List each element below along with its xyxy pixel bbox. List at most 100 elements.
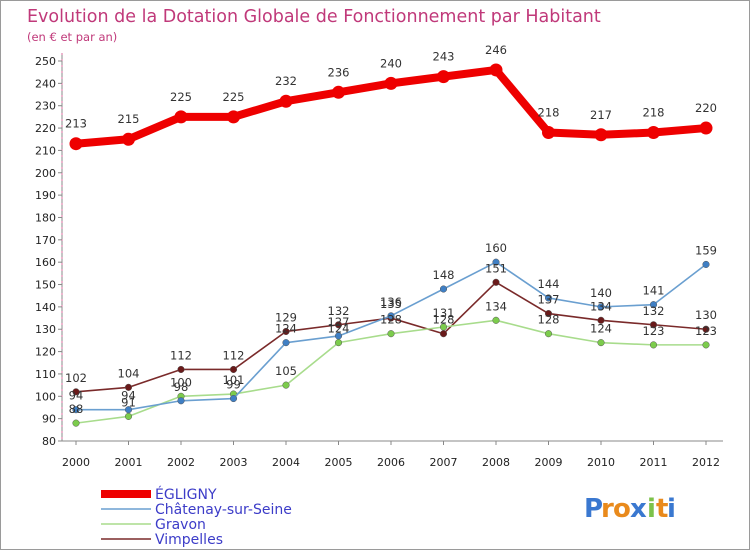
data-point [124,383,133,391]
x-tick-label: 2012 [692,456,720,469]
data-label: 112 [170,348,192,362]
data-label: 130 [695,308,717,322]
y-tick-label: 180 [35,211,56,224]
y-tick-label: 220 [35,122,56,135]
data-label: 217 [590,108,612,122]
data-label: 141 [643,284,665,298]
data-label: 128 [380,313,402,327]
data-point [492,278,500,286]
data-point [492,316,500,324]
data-point [544,310,553,318]
data-label: 160 [485,241,507,255]
data-point [124,406,133,414]
data-point [72,406,80,414]
x-tick-label: 2008 [482,456,510,469]
data-point [439,323,448,331]
data-point [544,294,553,302]
data-label: 246 [485,43,507,57]
data-label: 127 [328,315,350,329]
y-tick-label: 120 [35,346,56,359]
data-label: 123 [695,324,717,338]
y-tick-label: 230 [35,100,56,113]
data-point [334,332,343,340]
data-point [594,128,608,142]
data-point [387,312,395,320]
data-point [174,110,188,124]
x-tick-label: 2011 [640,456,668,469]
data-point [439,330,448,338]
data-label: 102 [65,371,87,385]
data-point [334,339,343,347]
data-label: 236 [328,65,350,79]
data-point [122,132,135,146]
logo-letter: r [601,494,614,524]
data-point [177,365,185,374]
x-tick-label: 2006 [377,456,405,469]
logo-letter: x [630,494,647,524]
data-point [597,339,605,347]
data-label: 88 [69,402,84,416]
data-label: 123 [643,324,665,338]
y-tick-label: 90 [42,413,56,426]
data-label: 100 [170,375,192,389]
y-tick-label: 80 [42,435,56,448]
data-point [227,110,240,124]
data-label: 94 [121,389,136,403]
data-point [649,341,658,349]
data-label: 215 [118,112,140,126]
x-tick-label: 2003 [220,456,248,469]
data-label: 218 [538,106,560,120]
data-label: 104 [118,366,140,380]
data-point [279,94,293,108]
y-tick-label: 240 [35,77,56,90]
data-point [542,126,555,140]
data-point [334,321,343,329]
series-layer [69,63,713,427]
data-label: 105 [275,364,297,378]
data-labels: 213 215 225 225 232 236 240 243 246 218 217 218 220 9… [65,43,717,416]
chart-subtitle: (en € et par an) [27,30,117,44]
axes: 8090100110120130140150160170180190200210… [35,53,723,469]
data-label: 243 [433,50,455,64]
data-label: 144 [538,277,560,291]
data-label: 225 [170,90,192,104]
data-label: 140 [590,286,612,300]
data-label: 128 [433,313,455,327]
data-label: 91 [121,395,136,409]
y-tick-label: 250 [35,55,56,68]
data-label: 124 [328,322,350,336]
data-point [332,85,345,99]
logo-letter: o [613,494,631,524]
data-point [597,303,605,311]
data-label: 137 [538,293,560,307]
y-tick-label: 140 [35,301,56,314]
y-tick-label: 150 [35,279,56,292]
data-point [124,412,133,420]
data-label: 148 [433,268,455,282]
data-label: 94 [69,389,84,403]
legend-label: Gravon [155,517,206,533]
logo-letter: i [667,494,676,524]
data-label: 132 [643,304,665,318]
data-point [702,325,710,333]
data-label: 213 [65,117,87,131]
y-tick-label: 160 [35,256,56,269]
proxiti-logo: Pr o x i ti [584,494,676,524]
y-tick-label: 190 [35,189,56,202]
data-point [699,121,713,135]
y-tick-label: 110 [35,368,56,381]
data-point [229,394,238,403]
data-point [72,419,80,427]
data-label: 135 [380,297,402,311]
x-tick-label: 2001 [115,456,143,469]
data-point [544,330,553,338]
data-label: 129 [275,310,297,324]
data-label: 99 [226,378,241,392]
legend-label: Châtenay-sur-Seine [155,502,292,518]
logo-letter: i [647,494,656,524]
data-point [647,126,660,140]
data-point [387,330,395,338]
data-label: 124 [590,322,612,336]
y-tick-label: 200 [35,167,56,180]
